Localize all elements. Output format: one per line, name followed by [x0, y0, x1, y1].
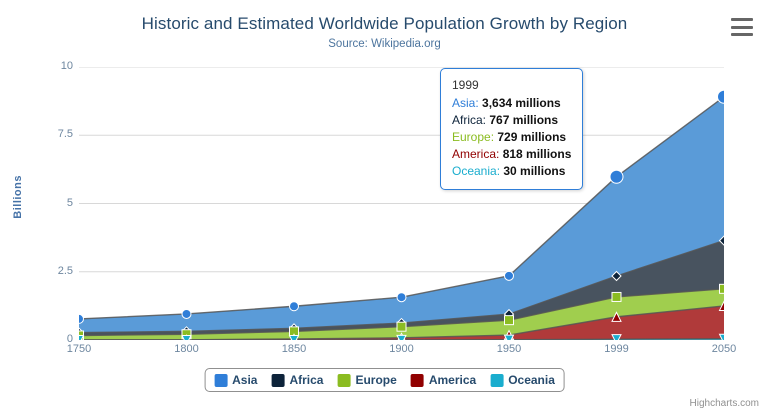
tooltip-row: Asia: 3,634 millions — [452, 95, 571, 112]
marker-europe[interactable] — [396, 321, 407, 332]
tooltip-series-name: America: — [452, 147, 503, 161]
marker-oceania[interactable] — [288, 334, 300, 340]
legend-label: Africa — [289, 373, 324, 387]
legend-label: Oceania — [508, 373, 555, 387]
chart-subtitle: Source: Wikipedia.org — [328, 38, 441, 50]
chart-svg — [79, 67, 724, 340]
marker-asia[interactable] — [396, 292, 407, 303]
marker-africa[interactable] — [718, 235, 725, 246]
y-tick-label: 7.5 — [57, 128, 73, 141]
y-tick-label: 2.5 — [57, 264, 73, 277]
tooltip-series-value: 767 millions — [489, 113, 559, 127]
tooltip-series-name: Africa: — [452, 113, 490, 127]
tooltip-row: Europe: 729 millions — [452, 129, 571, 146]
tooltip-row: Africa: 767 millions — [452, 112, 571, 129]
marker-asia[interactable] — [609, 169, 624, 184]
tooltip-series-value: 729 millions — [497, 130, 567, 144]
x-tick-label: 1950 — [496, 343, 522, 355]
legend-item-africa[interactable]: Africa — [271, 373, 323, 387]
marker-asia[interactable] — [504, 270, 514, 281]
y-tick-label: 10 — [60, 60, 73, 72]
menu-bar-3 — [731, 33, 753, 36]
marker-oceania[interactable] — [396, 334, 407, 340]
legend-swatch — [410, 373, 424, 387]
marker-europe[interactable] — [504, 315, 514, 326]
credits-link[interactable]: Highcharts.com — [689, 398, 759, 409]
marker-oceania[interactable] — [181, 335, 192, 341]
marker-asia[interactable] — [79, 313, 84, 324]
y-tick-label: 0 — [66, 333, 73, 345]
legend-swatch — [337, 373, 351, 387]
tooltip-series-name: Asia: — [452, 96, 483, 110]
marker-africa[interactable] — [611, 270, 622, 282]
y-axis-title: Billions — [12, 175, 24, 219]
y-tick-label: 5 — [66, 196, 73, 209]
plot-area — [79, 67, 724, 340]
x-tick-label: 2050 — [711, 343, 737, 355]
marker-europe[interactable] — [719, 283, 725, 294]
x-axis-labels: 1750 1800 1850 1900 1950 1999 2050 — [67, 343, 736, 363]
tooltip-row: Oceania: 30 millions — [452, 163, 571, 180]
x-tick-label: 1800 — [174, 343, 199, 355]
legend-item-europe[interactable]: Europe — [337, 373, 397, 387]
tooltip-series-name: Europe: — [452, 130, 498, 144]
marker-america[interactable] — [611, 311, 622, 322]
chart-title: Historic and Estimated Worldwide Populat… — [141, 14, 628, 33]
area-asia[interactable] — [79, 96, 724, 340]
tooltip-series-value: 3,634 millions — [482, 96, 561, 110]
legend: Asia Africa Europe America Oceania — [204, 368, 565, 392]
y-axis-labels: 0 2.5 5 7.5 10 — [29, 60, 73, 345]
tooltip-series-value: 818 millions — [502, 147, 572, 161]
legend-item-oceania[interactable]: Oceania — [490, 373, 555, 387]
legend-item-america[interactable]: America — [410, 373, 477, 387]
marker-oceania[interactable] — [503, 334, 515, 340]
legend-swatch — [271, 373, 285, 387]
marker-asia[interactable] — [289, 301, 299, 312]
marker-oceania[interactable] — [718, 333, 725, 340]
tooltip-header: 1999 — [452, 78, 479, 92]
marker-asia[interactable] — [181, 308, 192, 319]
tooltip: 1999 Asia: 3,634 millions Africa: 767 mil… — [440, 68, 584, 190]
marker-america[interactable] — [718, 300, 725, 311]
legend-item-asia[interactable]: Asia — [214, 373, 257, 387]
legend-swatch — [214, 373, 228, 387]
x-tick-label: 1900 — [389, 343, 414, 355]
area-america[interactable] — [79, 305, 724, 340]
marker-asia[interactable] — [717, 89, 725, 104]
marker-europe[interactable] — [611, 291, 622, 302]
x-tick-label: 1850 — [281, 343, 307, 355]
context-menu-icon[interactable] — [731, 18, 753, 36]
marker-oceania[interactable] — [79, 335, 85, 341]
tooltip-series-value: 30 millions — [503, 164, 566, 178]
legend-label: Asia — [232, 373, 258, 387]
x-tick-label: 1750 — [66, 343, 92, 355]
x-tick-label: 1999 — [604, 343, 629, 355]
legend-label: America — [428, 373, 477, 387]
legend-label: Europe — [355, 373, 397, 387]
tooltip-rows: Asia: 3,634 millions Africa: 767 millions… — [452, 95, 571, 180]
tooltip-row: America: 818 millions — [452, 146, 571, 163]
menu-bar-2 — [731, 25, 753, 29]
tooltip-series-name: Oceania: — [452, 164, 504, 178]
marker-oceania[interactable] — [611, 334, 622, 340]
legend-swatch — [490, 373, 504, 387]
menu-bar-1 — [731, 18, 753, 21]
